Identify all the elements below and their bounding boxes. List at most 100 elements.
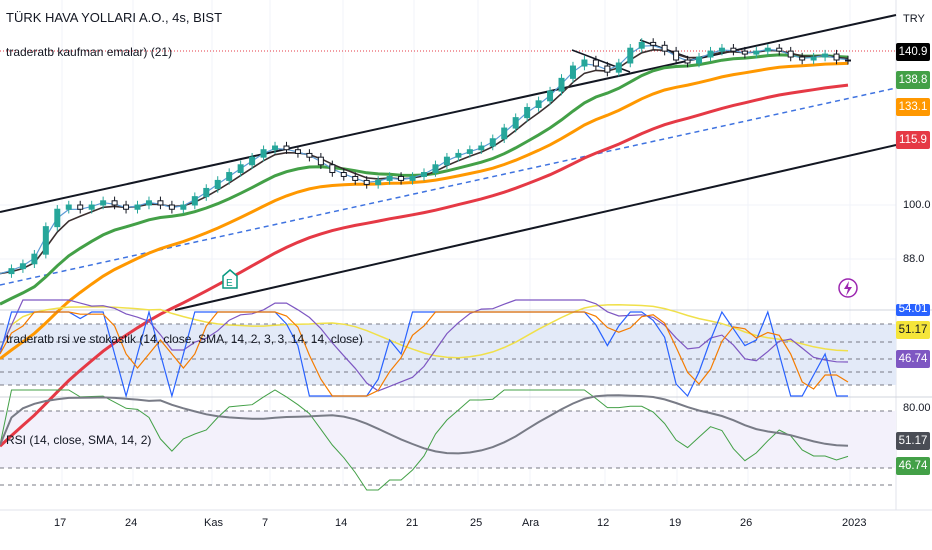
rsi-label-rsi: 46.74 [896,457,930,475]
time-tick: Ara [522,517,540,529]
stoch-purple [0,299,849,392]
candle [329,164,336,174]
candle [833,53,840,61]
price-label-orange-ema: 133.1 [896,98,930,116]
rsi-tick: 80.00 [903,402,931,414]
channel-lower [174,144,897,311]
candle [718,47,725,52]
candle [260,149,267,158]
stoch-legend[interactable]: traderatb rsi ve stokastik (14, close, S… [6,332,363,346]
time-tick: Kas [204,517,223,529]
candle [822,53,829,58]
candle [489,138,496,147]
candle [455,152,462,158]
time-tick: 14 [335,517,348,529]
candle [123,204,130,210]
rsi-legend[interactable]: RSI (14, close, SMA, 14, 2) [6,433,152,447]
candle [100,200,107,206]
candle [352,175,359,181]
symbol-title: TÜRK HAVA YOLLARI A.O., 4s, BIST [6,10,223,25]
candle [432,164,439,174]
price-label-red-ema: 115.9 [896,131,930,149]
rsi-label-ma: 51.17 [896,432,930,450]
candle [558,77,565,92]
candle [845,59,851,62]
price-tick: 88.0 [903,253,925,265]
candle [375,179,382,185]
candle [524,106,531,119]
candle [77,204,84,210]
candle [421,172,427,177]
candle [730,47,737,52]
candle [581,59,588,67]
indicator-legend[interactable]: traderatb kaufman emalar) (21) [6,45,173,59]
candle [111,200,118,206]
currency-label: TRY [903,13,925,25]
candle [776,47,783,52]
candle [787,50,794,58]
candle [134,204,141,210]
candle [478,145,485,151]
candle [615,62,622,73]
candle [799,56,806,61]
candle [145,200,152,206]
candle [810,56,817,61]
candle [31,253,38,265]
candle [294,149,301,154]
candle [535,100,542,108]
ema-blue [0,44,849,275]
ema-dark [0,48,849,275]
candle [283,145,290,151]
candle [604,65,611,73]
candle [180,204,187,210]
rsi-line [0,389,849,491]
candle [501,127,508,140]
candle [237,164,244,174]
candle [650,41,657,46]
price-label-green-ema: 138.8 [896,71,930,89]
trend-dashed [0,87,897,286]
time-tick: 2023 [842,517,867,529]
candle [764,47,771,52]
candle [398,175,405,181]
channel-upper [0,14,897,213]
candle [168,204,175,210]
dividend-lightning-icon [844,281,852,296]
time-tick: 25 [470,517,483,529]
time-tick: 19 [669,517,682,529]
rsi-band [0,411,896,468]
earnings-icon: E [226,278,233,289]
candle [65,204,72,210]
candle [249,156,256,166]
stoch-label-purple: 46.74 [896,350,930,368]
candle [191,196,198,206]
candle [157,200,164,206]
candle [8,268,15,275]
ema-red [0,83,849,448]
earnings-icon [222,269,238,289]
price-label-last: 140.9 [896,43,930,61]
candle [466,149,473,154]
candle [54,208,61,228]
candle [638,41,645,49]
candle [226,172,233,181]
ema-orange [0,61,849,360]
stoch-label-blue: 54.01 [896,304,930,316]
candle [512,117,519,129]
candle [741,50,748,55]
candle [569,65,576,79]
candle [88,204,95,210]
candle [661,44,668,52]
candle [19,263,26,270]
rsi-ma [0,394,849,455]
candle [627,47,634,64]
candle [363,179,370,185]
price-tick: 100.0 [903,199,931,211]
candle [684,59,691,64]
candle [547,90,554,102]
candle [317,156,324,166]
candle [386,175,393,181]
candle [753,50,760,55]
stoch-yellow [0,303,849,359]
